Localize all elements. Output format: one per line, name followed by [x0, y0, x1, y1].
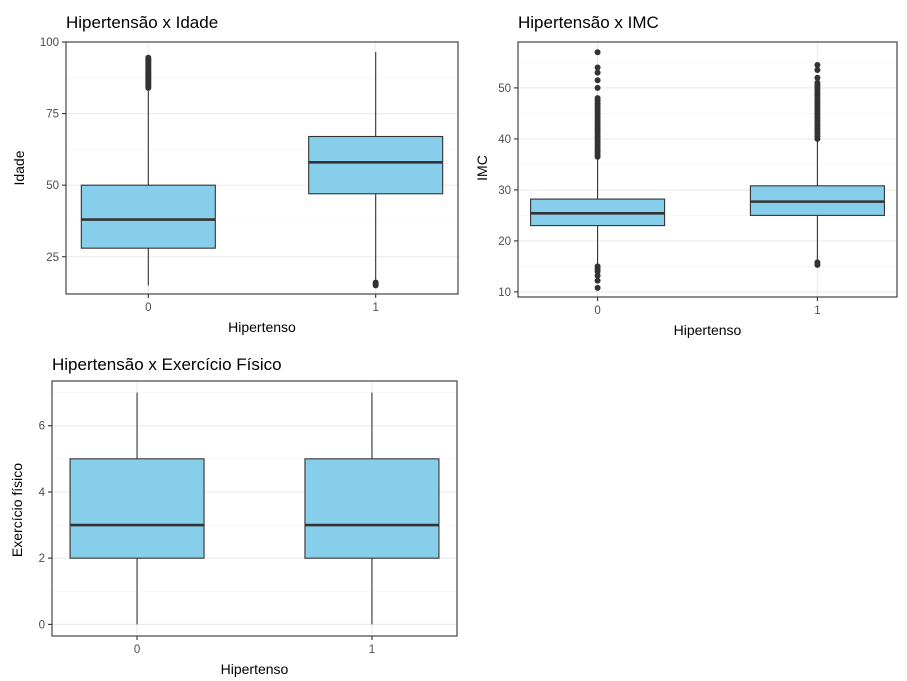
- x-tick-label: 1: [369, 644, 375, 656]
- panel-border: [51, 380, 458, 637]
- outlier-point: [594, 77, 601, 84]
- chart-title: Hipertensão x Exercício Físico: [52, 355, 282, 374]
- y-tick-label: 2: [39, 553, 45, 565]
- chart-panel: 25 50 75 100 0 1 Hipertensão x Idade Hipertenso…: [11, 13, 459, 335]
- y-tick-label: 40: [498, 134, 511, 146]
- y-tick-label: 4: [39, 487, 46, 499]
- outlier-point: [814, 67, 821, 74]
- outlier-point: [594, 263, 601, 270]
- y-tick-label: 6: [39, 421, 45, 433]
- panel-border: [65, 41, 459, 295]
- y-tick-label: 10: [498, 287, 511, 299]
- x-tick-label: 1: [814, 305, 820, 317]
- box-group: [304, 392, 440, 625]
- y-axis-title: IMC: [474, 155, 490, 181]
- y-tick-label: 75: [46, 109, 59, 121]
- outlier-point: [594, 95, 601, 102]
- box: [308, 135, 444, 195]
- box-group: [530, 49, 666, 291]
- x-axis-title: Hipertenso: [228, 319, 296, 335]
- y-tick-label: 25: [46, 252, 59, 264]
- outlier-point: [814, 74, 821, 81]
- x-tick-label: 1: [372, 302, 378, 314]
- x-tick-label: 0: [594, 305, 600, 317]
- y-tick-label: 100: [40, 37, 59, 49]
- outlier-point: [594, 84, 601, 91]
- y-axis-title: Idade: [11, 150, 27, 185]
- y-axis-title: Exercício físico: [9, 463, 25, 557]
- outlier-point: [594, 64, 601, 71]
- y-tick-label: 0: [39, 619, 45, 631]
- box: [304, 458, 440, 559]
- y-tick-label: 50: [46, 180, 59, 192]
- x-tick-label: 0: [145, 302, 151, 314]
- y-tick-label: 30: [498, 185, 511, 197]
- chart-title: Hipertensão x Idade: [66, 13, 218, 32]
- box-group: [308, 52, 444, 289]
- chart-panel: 10 20 30 40 50 0 1 Hipertensão x IMC Hipertenso I…: [474, 13, 898, 338]
- outlier-point: [594, 277, 601, 284]
- box-group: [69, 392, 205, 625]
- x-axis-title: Hipertenso: [221, 661, 289, 677]
- outlier-point: [594, 49, 601, 56]
- y-tick-label: 20: [498, 236, 511, 248]
- outlier-point: [594, 284, 601, 291]
- outlier-point: [814, 259, 821, 266]
- outlier-point: [372, 279, 379, 286]
- x-tick-label: 0: [134, 644, 140, 656]
- chart-panel: 0 2 4 6 0 1 Hipertensão x Exercício Físico Hipe…: [9, 355, 458, 677]
- box: [80, 184, 216, 249]
- outlier-point: [145, 54, 152, 61]
- outlier-point: [814, 79, 821, 86]
- outlier-point: [814, 61, 821, 68]
- y-tick-label: 50: [498, 83, 511, 95]
- x-axis-title: Hipertenso: [674, 322, 742, 338]
- chart-title: Hipertensão x IMC: [518, 13, 659, 32]
- outlier-point: [594, 69, 601, 76]
- box: [69, 458, 205, 559]
- box-group: [749, 61, 885, 268]
- panel-border: [517, 41, 898, 298]
- box-group: [80, 54, 216, 286]
